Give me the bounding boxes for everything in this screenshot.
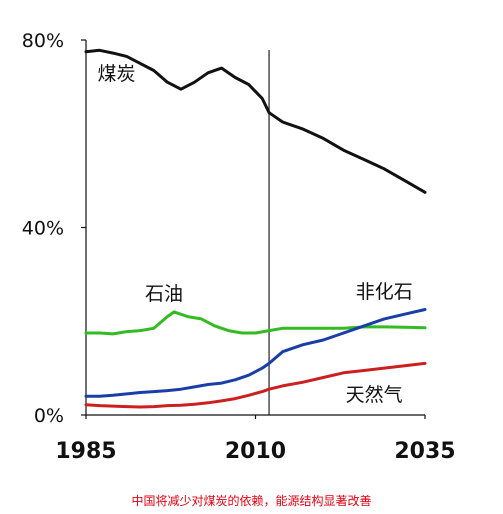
y-tick-label: 0% xyxy=(34,405,64,427)
series-line-2 xyxy=(84,308,427,398)
series-lines xyxy=(84,48,427,409)
series-label: 天然气 xyxy=(346,384,403,406)
series-label: 石油 xyxy=(145,283,183,305)
series-line-1 xyxy=(84,310,427,336)
y-tick-label: 40% xyxy=(22,218,64,240)
series-line-0 xyxy=(84,48,427,194)
series-line-3 xyxy=(84,361,427,409)
x-tick-label: 2035 xyxy=(394,439,455,464)
series-label: 非化石 xyxy=(356,281,413,303)
x-tick-labels: 1985 2010 2035 xyxy=(55,439,455,464)
y-tick-label: 80% xyxy=(22,30,64,52)
chart-caption: 中国将减少对煤炭的依赖，能源结构显著改善 xyxy=(131,494,372,508)
series-label: 煤炭 xyxy=(98,63,136,85)
x-tick-label: 1985 xyxy=(55,439,116,464)
x-tick-label: 2010 xyxy=(225,439,286,464)
y-tick-labels: 80% 40% 0% xyxy=(22,30,64,427)
axes xyxy=(81,39,426,419)
